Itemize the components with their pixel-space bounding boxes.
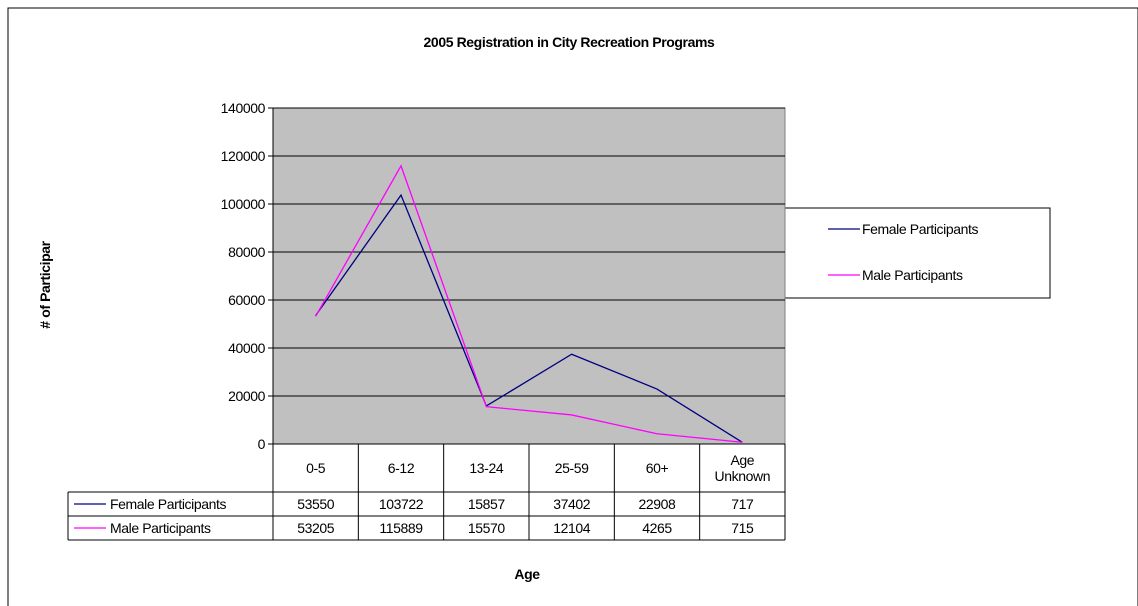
plot-area <box>272 107 786 445</box>
y-tick-label: 120000 <box>220 148 266 164</box>
table-value: 53205 <box>297 520 335 536</box>
table-value: 115889 <box>379 520 423 536</box>
y-tick-label: 60000 <box>228 292 265 308</box>
x-tick-label: 25-59 <box>554 460 589 476</box>
table-value: 15570 <box>467 520 505 536</box>
y-tick-label: 20000 <box>228 388 265 404</box>
legend-label: Male Participants <box>862 267 963 283</box>
y-tick-label: 40000 <box>228 340 265 356</box>
table-value: 37402 <box>553 496 591 512</box>
legend-label: Female Participants <box>862 221 979 237</box>
series-line <box>315 164 743 443</box>
legend-box <box>775 207 1051 299</box>
table-value: 4265 <box>642 520 672 536</box>
x-tick-label: 60+ <box>645 460 669 476</box>
table-value: 103722 <box>378 496 424 512</box>
y-tick-label: 0 <box>257 436 266 452</box>
x-tick-label: 0-5 <box>306 460 326 476</box>
table-value: 22908 <box>638 496 676 512</box>
series-line <box>315 193 743 443</box>
table-value: 715 <box>731 520 754 536</box>
x-tick-label: 13-24 <box>469 460 504 476</box>
y-axis-label: # of Participar <box>37 241 53 329</box>
table-value: 717 <box>731 496 754 512</box>
y-tick-label: 80000 <box>228 244 265 260</box>
chart-title: 2005 Registration in City Recreation Pro… <box>423 34 715 50</box>
table-value: 15857 <box>467 496 505 512</box>
y-tick-label: 140000 <box>220 100 266 116</box>
table-series-name: Male Participants <box>110 520 211 536</box>
table-value: 53550 <box>297 496 335 512</box>
table-series-name: Female Participants <box>110 496 227 512</box>
y-tick-label: 100000 <box>220 196 266 212</box>
table-value: 12104 <box>553 520 591 536</box>
x-axis-label: Age <box>514 566 540 582</box>
x-tick-label: 6-12 <box>387 460 415 476</box>
x-tick-label: Age Unknown <box>714 452 771 484</box>
